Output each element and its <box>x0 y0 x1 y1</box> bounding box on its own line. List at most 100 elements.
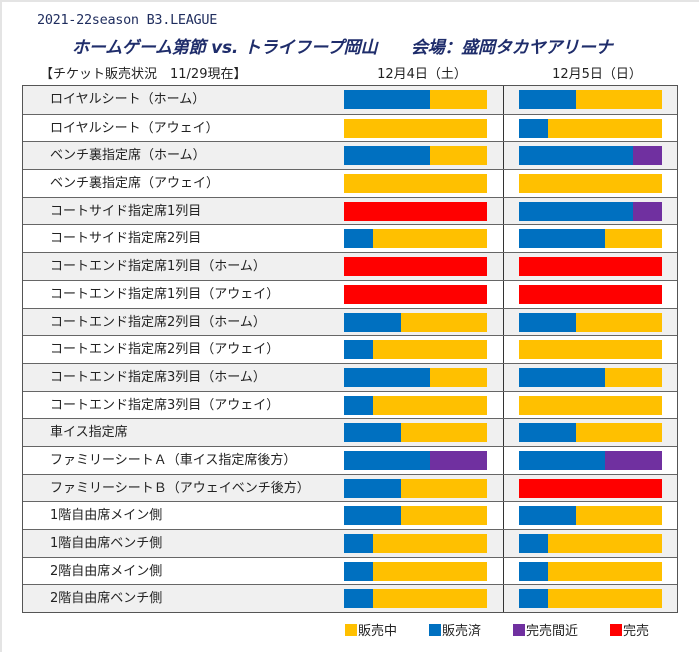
column-divider <box>503 502 505 529</box>
table-row: ファミリーシートＡ（車イス指定席後方） <box>23 445 677 474</box>
day2-segment-on-sale <box>576 90 662 109</box>
seat-category-label: 車イス指定席 <box>50 425 128 441</box>
day2-segment-sold <box>519 423 577 443</box>
day2-segment-sold <box>519 506 577 526</box>
day1-bar <box>344 478 487 498</box>
day1-bar <box>344 395 487 415</box>
table-row: コートエンド指定席3列目（アウェイ） <box>23 390 677 419</box>
seat-category-label: ベンチ裏指定席（アウェイ） <box>50 176 220 192</box>
day2-segment-on-sale <box>576 312 662 332</box>
day2-segment-on-sale <box>547 118 662 138</box>
table-row: コートエンド指定席2列目（アウェイ） <box>23 335 677 363</box>
day1-segment-on-sale <box>372 395 487 415</box>
column-divider <box>503 170 505 197</box>
day1-segment-sold <box>344 367 430 387</box>
day1-segment-on-sale <box>372 561 487 581</box>
legend-item-on-sale: 販売中 <box>345 620 397 639</box>
day1-segment-sold <box>344 506 402 526</box>
day2-segment-on-sale <box>547 589 662 609</box>
day1-segment-sold <box>344 534 373 553</box>
day1-bar <box>344 90 487 109</box>
day2-segment-sold <box>519 450 605 470</box>
sales-status-label: 【チケット販売状況 11/29現在】 <box>40 67 247 82</box>
day1-segment-on-sale <box>401 423 487 443</box>
seat-category-label: ファミリーシートＢ（アウェイベンチ後方） <box>50 480 310 496</box>
day2-segment-on-sale <box>576 423 662 443</box>
legend-label: 販売中 <box>358 624 398 639</box>
day2-bar <box>519 201 662 221</box>
table-row: ベンチ裏指定席（アウェイ） <box>23 169 677 197</box>
column-divider <box>503 530 505 557</box>
day2-bar <box>519 312 662 332</box>
day1-bar <box>344 257 487 277</box>
day1-bar <box>344 450 487 470</box>
table-row: 1階自由席ベンチ側 <box>23 529 677 557</box>
day1-bar <box>344 146 487 166</box>
column-divider <box>503 225 505 253</box>
day1-bar <box>344 340 487 360</box>
table-row: コートサイド指定席1列目 <box>23 196 677 225</box>
seat-category-label: 1階自由席メイン側 <box>50 508 163 524</box>
day1-segment-on-sale <box>401 312 487 332</box>
day1-segment-sold-out <box>344 201 487 221</box>
day1-segment-on-sale <box>429 146 487 166</box>
day2-segment-sold <box>519 561 548 581</box>
column-divider <box>503 197 505 225</box>
legend-label: 完売 <box>623 624 650 639</box>
legend-label: 完売間近 <box>526 624 579 639</box>
column-divider <box>503 585 505 613</box>
seat-category-label: コートサイド指定席1列目 <box>50 203 202 219</box>
day1-bar <box>344 423 487 443</box>
day2-segment-on-sale <box>519 395 662 415</box>
legend-item-sold-out: 完売 <box>610 620 649 639</box>
table-row: コートエンド指定席1列目（ホーム） <box>23 252 677 280</box>
day2-bar <box>519 367 662 387</box>
legend-swatch <box>513 623 526 636</box>
day2-bar <box>519 450 662 470</box>
seat-category-label: 2階自由席ベンチ側 <box>50 591 163 607</box>
day2-bar <box>519 146 662 166</box>
day1-segment-on-sale <box>372 229 487 249</box>
day2-segment-sold <box>519 90 577 109</box>
legend-item-sold: 販売済 <box>429 620 481 639</box>
page-title: ホームゲーム第節 vs. トライフープ岡山 会場：盛岡タカヤアリーナ <box>72 38 613 58</box>
day2-bar <box>519 478 662 498</box>
day1-segment-sold <box>344 450 430 470</box>
day2-bar <box>519 229 662 249</box>
day1-bar <box>344 561 487 581</box>
table-row: コートサイド指定席2列目 <box>23 224 677 253</box>
day1-segment-on-sale <box>401 478 487 498</box>
seat-category-label: コートエンド指定席2列目（ホーム） <box>50 314 266 330</box>
day2-bar <box>519 534 662 553</box>
seat-category-label: コートエンド指定席2列目（アウェイ） <box>50 342 280 358</box>
day2-segment-on-sale <box>604 367 662 387</box>
day1-bar <box>344 201 487 221</box>
day2-segment-sold <box>519 201 634 221</box>
column-divider <box>503 308 505 336</box>
day2-segment-sold <box>519 534 548 553</box>
day2-segment-on-sale <box>547 534 662 553</box>
seat-category-label: コートエンド指定席3列目（アウェイ） <box>50 397 280 413</box>
ticket-status-table: ロイヤルシート（ホーム） ロイヤルシート（アウェイ） ベンチ裏指定席（ホーム） ベンチ… <box>22 85 678 614</box>
day2-bar <box>519 423 662 443</box>
column-divider <box>503 86 505 114</box>
day1-bar <box>344 506 487 526</box>
legend-item-almost-sold-out: 完売間近 <box>513 620 578 639</box>
legend-swatch <box>610 623 623 636</box>
table-row: 2階自由席ベンチ側 <box>23 584 677 613</box>
day1-segment-sold <box>344 589 373 609</box>
day2-bar <box>519 340 662 360</box>
table-row: コートエンド指定席2列目（ホーム） <box>23 307 677 336</box>
column-divider <box>503 253 505 280</box>
day1-segment-on-sale <box>429 367 487 387</box>
day2-segment-on-sale <box>519 340 662 360</box>
column-divider <box>503 446 505 474</box>
day1-header: 12月4日（土） <box>377 67 467 82</box>
day2-segment-sold-out <box>519 284 662 304</box>
table-row: コートエンド指定席1列目（アウェイ） <box>23 279 677 308</box>
seat-category-label: 2階自由席メイン側 <box>50 563 163 579</box>
day1-segment-sold <box>344 340 373 360</box>
seat-category-label: コートエンド指定席1列目（アウェイ） <box>50 286 280 302</box>
legend-label: 販売済 <box>442 624 482 639</box>
day1-bar <box>344 118 487 138</box>
